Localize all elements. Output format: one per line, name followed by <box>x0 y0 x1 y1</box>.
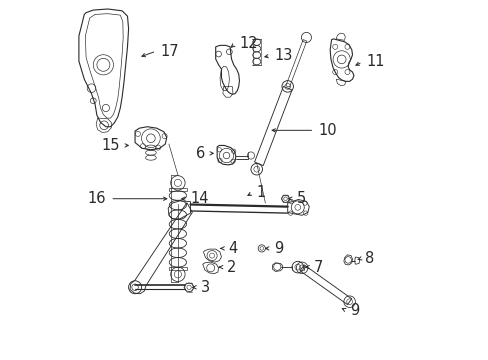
Text: 8: 8 <box>365 251 374 266</box>
Text: 16: 16 <box>87 191 106 206</box>
Text: 14: 14 <box>190 191 208 206</box>
Text: 11: 11 <box>366 54 385 69</box>
Text: 12: 12 <box>239 36 258 51</box>
Text: 4: 4 <box>227 241 237 256</box>
Text: 13: 13 <box>274 48 292 63</box>
Text: 9: 9 <box>274 241 283 256</box>
Text: 17: 17 <box>160 44 179 59</box>
Text: 2: 2 <box>226 260 236 275</box>
Text: 1: 1 <box>256 185 265 201</box>
Text: 5: 5 <box>296 191 305 206</box>
Text: 6: 6 <box>195 146 204 161</box>
Text: 15: 15 <box>101 138 120 153</box>
Text: 7: 7 <box>313 260 323 275</box>
Text: 9: 9 <box>349 303 359 318</box>
Text: 3: 3 <box>201 280 210 295</box>
Text: 10: 10 <box>318 123 337 138</box>
